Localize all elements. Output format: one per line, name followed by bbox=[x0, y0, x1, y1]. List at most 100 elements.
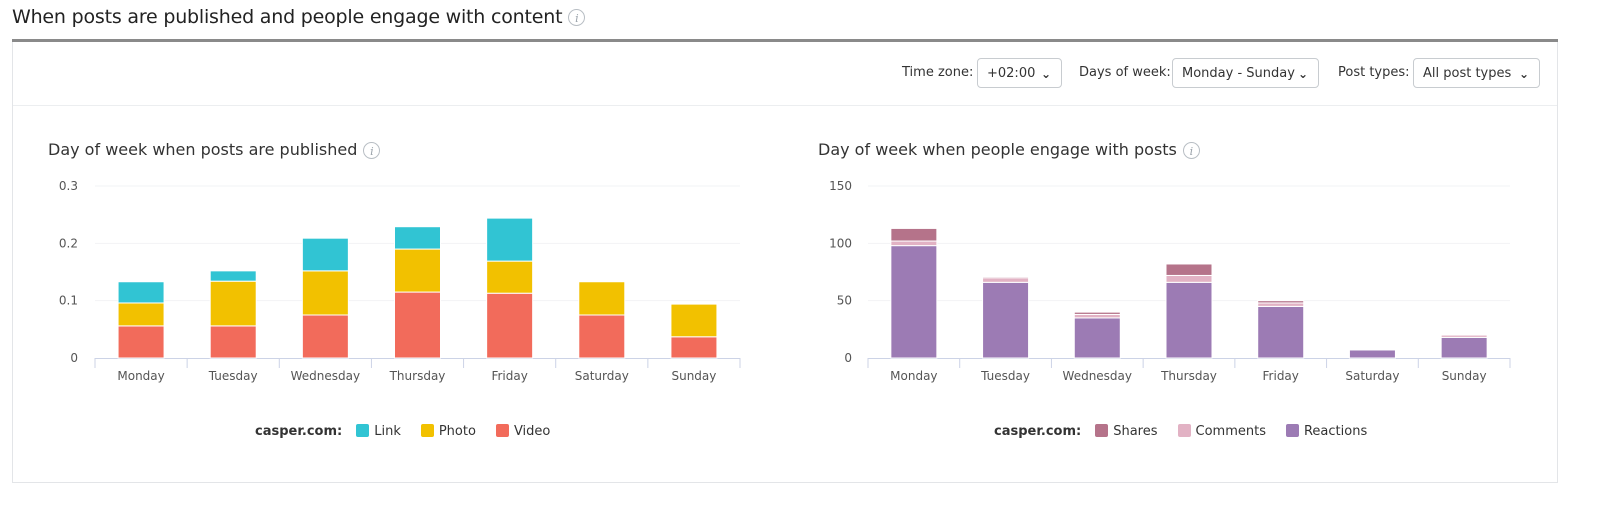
legend-swatch bbox=[495, 424, 509, 437]
chart-title-text: Day of week when people engage with post… bbox=[818, 140, 1177, 159]
chevron-down-icon: ⌄ bbox=[1040, 67, 1051, 81]
bar-reactions bbox=[1165, 281, 1213, 359]
bar-shares bbox=[1073, 311, 1121, 315]
bar-shares bbox=[1257, 300, 1305, 304]
timezone-dropdown[interactable]: +02:00 ⌄ bbox=[977, 58, 1062, 88]
post-types-dropdown[interactable]: All post types ⌄ bbox=[1413, 58, 1540, 88]
bar-video bbox=[394, 291, 441, 359]
bar-reactions bbox=[1257, 305, 1305, 359]
bar-video bbox=[209, 325, 257, 359]
bar-link bbox=[301, 237, 349, 272]
legend-label: Shares bbox=[1113, 424, 1158, 439]
bar-reactions bbox=[1348, 349, 1396, 359]
x-tick-label: Thursday bbox=[1160, 369, 1217, 383]
legend-swatch bbox=[1285, 424, 1299, 437]
y-tick-label: 0 bbox=[70, 351, 78, 365]
y-tick-label: 50 bbox=[837, 294, 852, 308]
info-icon[interactable]: i bbox=[363, 142, 381, 159]
legend-item-video[interactable]: Video bbox=[495, 424, 551, 439]
bar-reactions bbox=[982, 281, 1030, 359]
bar-shares bbox=[1165, 263, 1213, 276]
bar-photo bbox=[117, 302, 165, 327]
bar-link bbox=[117, 281, 165, 304]
bar-photo bbox=[578, 281, 626, 316]
legend-label: Video bbox=[513, 424, 551, 439]
legend-item-reactions[interactable]: Reactions bbox=[1285, 424, 1368, 439]
filter-bar: Time zone: +02:00 ⌄ Days of week: Monday … bbox=[13, 42, 1557, 106]
legend-label: Photo bbox=[438, 424, 476, 439]
chevron-down-icon: ⌄ bbox=[1297, 67, 1308, 81]
x-tick-label: Friday bbox=[1263, 369, 1299, 383]
bar-photo bbox=[209, 280, 257, 327]
y-tick-label: 100 bbox=[829, 236, 852, 250]
legend-item-shares[interactable]: Shares bbox=[1095, 424, 1158, 439]
legend-swatch bbox=[1095, 424, 1109, 437]
y-tick-label: 0.1 bbox=[59, 294, 78, 308]
legend-item-link[interactable]: Link bbox=[356, 424, 401, 439]
days-value: Monday - Sunday bbox=[1182, 66, 1295, 81]
chart-title-published: Day of week when posts are published i bbox=[48, 140, 381, 159]
bar-photo bbox=[670, 303, 718, 338]
x-tick-label: Sunday bbox=[1442, 369, 1487, 383]
x-tick-label: Monday bbox=[117, 369, 164, 383]
x-tick-label: Thursday bbox=[389, 369, 446, 383]
bar-video bbox=[486, 292, 534, 359]
x-tick-label: Saturday bbox=[575, 369, 629, 383]
bar-comments bbox=[1073, 313, 1121, 319]
bar-shares bbox=[982, 276, 1030, 279]
bar-photo bbox=[394, 248, 441, 293]
bar-shares bbox=[890, 227, 938, 242]
legend-label: Link bbox=[374, 424, 401, 439]
legend-title: casper.com: bbox=[255, 424, 343, 439]
chart-title-text: Day of week when posts are published bbox=[48, 140, 358, 159]
timezone-label: Time zone: bbox=[902, 65, 974, 80]
bar-video bbox=[301, 314, 349, 359]
days-dropdown[interactable]: Monday - Sunday ⌄ bbox=[1172, 58, 1319, 88]
y-tick-label: 0 bbox=[844, 351, 852, 365]
y-tick-label: 150 bbox=[829, 179, 852, 193]
bar-reactions bbox=[1073, 317, 1121, 359]
bar-photo bbox=[301, 270, 349, 316]
bar-comments bbox=[1440, 334, 1488, 338]
legend-item-photo[interactable]: Photo bbox=[420, 424, 476, 439]
bar-photo bbox=[486, 260, 534, 294]
bar-comments bbox=[1257, 302, 1305, 307]
bar-video bbox=[117, 325, 165, 359]
y-tick-label: 0.2 bbox=[59, 236, 78, 250]
legend-item-comments[interactable]: Comments bbox=[1177, 424, 1266, 439]
x-tick-label: Tuesday bbox=[980, 369, 1030, 383]
chart-title-engage: Day of week when people engage with post… bbox=[818, 140, 1200, 159]
post-types-label: Post types: bbox=[1338, 65, 1410, 80]
y-tick-label: 0.3 bbox=[59, 179, 78, 193]
bar-reactions bbox=[890, 245, 938, 359]
title-divider bbox=[12, 39, 1558, 42]
page-title: When posts are published and people enga… bbox=[12, 6, 586, 28]
legend-swatch bbox=[1177, 424, 1191, 437]
legend-swatch bbox=[420, 424, 434, 437]
bar-link bbox=[486, 217, 534, 262]
x-tick-label: Friday bbox=[491, 369, 527, 383]
legend-published: casper.com: Link Photo Video bbox=[255, 424, 562, 439]
legend-title: casper.com: bbox=[994, 424, 1082, 439]
x-tick-label: Sunday bbox=[671, 369, 716, 383]
x-tick-label: Saturday bbox=[1345, 369, 1399, 383]
page-title-text: When posts are published and people enga… bbox=[12, 6, 563, 28]
days-label: Days of week: bbox=[1079, 65, 1171, 80]
legend-label: Reactions bbox=[1303, 424, 1368, 439]
legend-engage: casper.com: Shares Comments Reactions bbox=[994, 424, 1379, 439]
bar-comments bbox=[982, 277, 1030, 283]
legend-swatch bbox=[356, 424, 370, 437]
bar-link bbox=[394, 226, 441, 250]
bar-reactions bbox=[1440, 336, 1488, 359]
info-icon[interactable]: i bbox=[1182, 142, 1200, 159]
timezone-value: +02:00 bbox=[987, 66, 1036, 81]
x-tick-label: Tuesday bbox=[208, 369, 258, 383]
bar-comments bbox=[1165, 274, 1213, 283]
content-panel: Time zone: +02:00 ⌄ Days of week: Monday … bbox=[12, 42, 1558, 483]
x-tick-label: Wednesday bbox=[291, 369, 360, 383]
x-tick-label: Wednesday bbox=[1063, 369, 1132, 383]
chevron-down-icon: ⌄ bbox=[1518, 67, 1529, 81]
bar-link bbox=[209, 270, 257, 282]
info-icon[interactable]: i bbox=[568, 9, 586, 26]
